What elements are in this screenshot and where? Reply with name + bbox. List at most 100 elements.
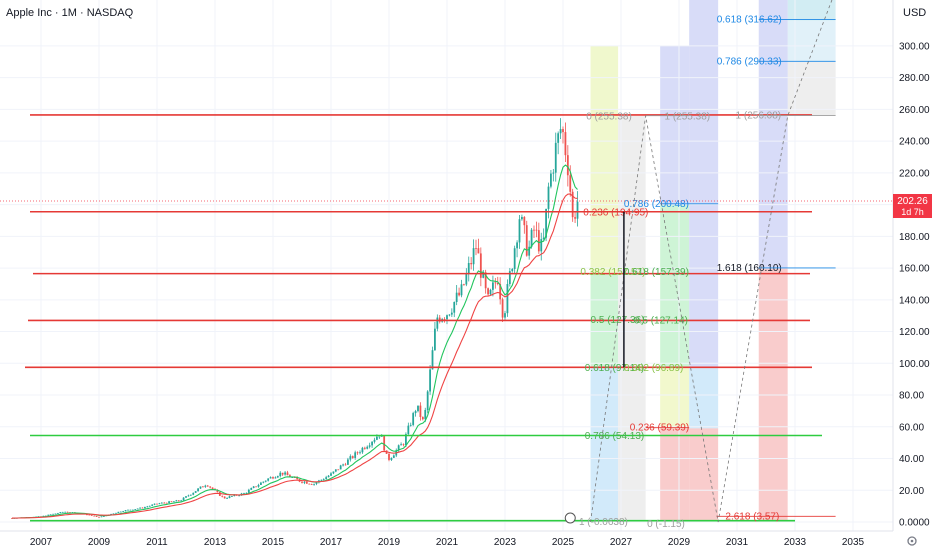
- settings-gear-icon[interactable]: [907, 536, 917, 546]
- candle-body: [163, 502, 166, 504]
- candle-body: [182, 497, 185, 501]
- candle-body: [525, 225, 528, 256]
- candle-body: [373, 439, 376, 442]
- price-tick-label: 280.00: [899, 73, 930, 84]
- projection-dashed-line: [590, 0, 833, 523]
- candle-body: [52, 513, 54, 515]
- price-axis-panel[interactable]: [893, 0, 932, 531]
- candle-body: [122, 511, 125, 512]
- fib-zone: [660, 204, 690, 369]
- candle-body: [238, 495, 241, 497]
- time-tick-label: 2007: [30, 537, 53, 548]
- candle-body: [332, 471, 335, 474]
- candle-body: [223, 496, 226, 499]
- fib-zone: [590, 45, 619, 275]
- candle-body: [431, 350, 434, 370]
- candle-body: [115, 512, 117, 514]
- candle-body: [376, 436, 378, 440]
- candle-body: [518, 219, 521, 243]
- candle-body: [98, 516, 100, 518]
- candle-body: [482, 272, 485, 278]
- candle-body: [257, 484, 260, 487]
- candle-body: [516, 242, 518, 249]
- candle-body: [148, 505, 151, 507]
- candle-body: [57, 513, 59, 514]
- last-price-tag: 202.26 1d 7h: [893, 194, 932, 218]
- currency-label[interactable]: USD: [903, 7, 926, 19]
- candle-body: [392, 455, 395, 458]
- fib-label: 0.382 (157.57): [580, 267, 645, 278]
- fib-zone: [689, 428, 719, 522]
- candle-body: [511, 269, 514, 272]
- candle-body: [267, 478, 270, 481]
- fib-zones: [590, 0, 836, 522]
- candle-body: [409, 424, 412, 426]
- candle-body: [337, 469, 340, 471]
- candle-body: [216, 490, 219, 493]
- candle-body: [47, 514, 50, 516]
- candle-body: [378, 436, 381, 438]
- candle-body: [286, 472, 289, 476]
- candle-body: [281, 472, 284, 475]
- candle-body: [276, 476, 279, 478]
- candle-body: [366, 446, 369, 449]
- candle-body: [356, 452, 359, 454]
- time-tick-label: 2031: [726, 537, 749, 548]
- candle-body: [272, 477, 274, 479]
- candle-body: [368, 445, 371, 447]
- grid: [0, 0, 893, 531]
- candle-body: [397, 445, 400, 451]
- candle-body: [371, 441, 373, 446]
- candle-body: [310, 484, 313, 485]
- candle-body: [131, 509, 134, 511]
- candle-body: [521, 216, 523, 220]
- candle-body: [136, 508, 139, 510]
- candle-body: [129, 509, 132, 511]
- candle-body: [100, 516, 103, 518]
- price-tick-label: 40.00: [899, 454, 924, 465]
- candle-body: [564, 132, 567, 156]
- candle-body: [289, 475, 291, 478]
- candle-body: [170, 501, 173, 503]
- candle-body: [252, 486, 255, 489]
- candle-body: [296, 477, 299, 480]
- candle-body: [504, 313, 506, 318]
- candle-body: [330, 473, 332, 476]
- candle-body: [194, 491, 197, 493]
- event-marker-icon[interactable]: [564, 512, 576, 524]
- fib-zone: [689, 368, 719, 429]
- candle-body: [185, 496, 187, 498]
- candle-body: [327, 475, 330, 478]
- price-tick-label: 80.00: [899, 391, 924, 402]
- candle-body: [325, 477, 328, 480]
- fib-label: 0.786 (290.33): [717, 56, 782, 67]
- candle-body: [467, 263, 470, 274]
- candle-body: [508, 271, 511, 285]
- fib-label: 1 (255.38): [665, 112, 711, 123]
- fib-label: 0 (255.38): [586, 112, 632, 123]
- candle-body: [313, 483, 315, 485]
- last-price-countdown: 1d 7h: [901, 207, 924, 217]
- time-tick-label: 2035: [842, 537, 865, 548]
- candle-body: [320, 479, 323, 481]
- candle-body: [255, 486, 257, 488]
- time-tick-label: 2029: [668, 537, 691, 548]
- time-axis-panel[interactable]: [0, 531, 932, 550]
- candle-body: [102, 516, 105, 517]
- candle-body: [95, 515, 98, 517]
- time-tick-label: 2015: [262, 537, 285, 548]
- candle-body: [204, 485, 207, 487]
- candle-body: [530, 229, 533, 247]
- price-tick-label: 220.00: [899, 168, 930, 179]
- candle-body: [361, 447, 364, 453]
- candle-body: [260, 482, 262, 485]
- candle-body: [434, 328, 436, 351]
- candle-body: [334, 469, 337, 472]
- candle-body: [322, 479, 325, 481]
- candle-body: [315, 482, 318, 484]
- fib-label: 0.236 (59.39): [630, 423, 690, 434]
- time-axis-ticks: 2007 2009 2011 2013 2015 2017 2019 2021 2023 2025…: [30, 537, 865, 548]
- candle-body: [540, 239, 543, 252]
